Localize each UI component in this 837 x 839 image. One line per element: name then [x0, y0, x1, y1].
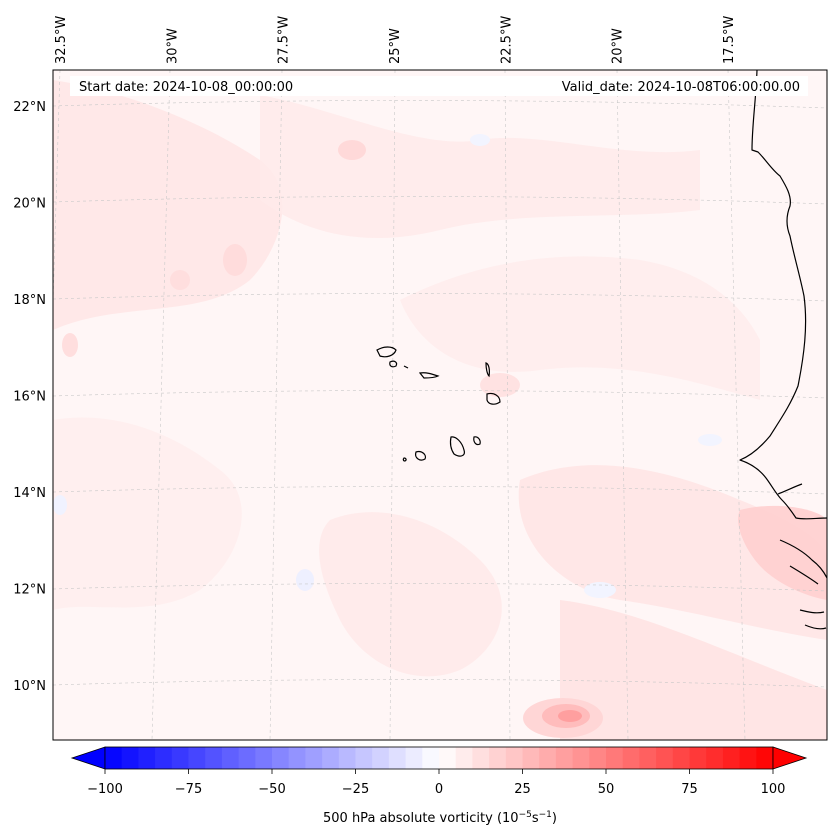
colorbar-step — [288, 747, 306, 769]
header-band — [70, 76, 808, 96]
colorbar-high-extend — [772, 746, 808, 770]
colorbar-step — [589, 747, 607, 769]
colorbar-step — [539, 747, 557, 769]
latitude-label: 14°N — [13, 486, 46, 501]
santo-antao-island — [376, 346, 397, 358]
start-date-label: Start date: 2024-10-08_00:00:00 — [79, 80, 293, 95]
colorbar-step — [522, 747, 540, 769]
colorbar-step — [388, 747, 407, 769]
maio-island — [473, 436, 481, 446]
latitude-label: 18°N — [13, 293, 46, 308]
colorbar-step — [422, 747, 440, 769]
longitude-label: 30°W — [165, 28, 180, 64]
colorbar-tick-label: 75 — [681, 782, 698, 797]
colorbar-tick-label: 100 — [761, 782, 786, 797]
colorbar-step — [455, 747, 473, 769]
latitude-tick-labels: 22°N 20°N 18°N 16°N 14°N 12°N 10°N — [13, 100, 46, 694]
coastlines — [739, 70, 827, 630]
colorbar-tick-label: −25 — [342, 782, 369, 797]
latitude-label: 16°N — [13, 390, 46, 405]
colorbar-step — [338, 747, 357, 769]
colorbar-tick-label: −75 — [175, 782, 202, 797]
boa-vista-island — [486, 392, 501, 405]
sao-vicente-island — [389, 360, 398, 368]
colorbar-step — [238, 747, 256, 769]
map-frame — [52, 69, 828, 741]
colorbar-step — [606, 747, 624, 769]
colorbar-step — [555, 747, 574, 769]
latitude-label: 20°N — [13, 197, 46, 212]
colorbar-step — [138, 747, 156, 769]
colorbar-step — [656, 747, 674, 769]
latitude-label: 22°N — [13, 100, 46, 115]
gambia-river-coast — [777, 483, 803, 495]
santiago-island — [449, 436, 465, 457]
colorbar-step — [322, 747, 340, 769]
longitude-label: 32.5°W — [54, 16, 69, 64]
colorbar-step — [672, 747, 691, 769]
latitude-label: 10°N — [13, 679, 46, 694]
valid-date-label: Valid_date: 2024-10-08T06:00:00.00 — [562, 80, 800, 95]
cape-verde-islands — [376, 346, 501, 462]
colorbar-step — [171, 747, 190, 769]
colorbar-step — [489, 747, 507, 769]
colorbar-tick-label: 50 — [598, 782, 615, 797]
longitude-label: 25°W — [388, 28, 403, 64]
colorbar-step — [355, 747, 373, 769]
guinea-bissau-coast — [779, 539, 827, 579]
map-panel: Start date: 2024-10-08_00:00:00 Valid_da… — [52, 69, 828, 741]
colorbar-tick-label: 25 — [514, 782, 531, 797]
colorbar-axis-label: 500 hPa absolute vorticity (10−5s−1) — [323, 810, 557, 826]
colorbar-step — [405, 747, 423, 769]
colorbar-step — [121, 747, 139, 769]
colorbar-tick-label: −50 — [258, 782, 285, 797]
colorbar: −100 −75 −50 −25 0 25 50 75 100 500 hPa absolute… — [70, 746, 808, 826]
colorbar-step — [155, 747, 173, 769]
santa-luzia-island — [403, 365, 409, 369]
graticule-lines — [53, 70, 827, 740]
colorbar-step — [572, 747, 590, 769]
colorbar-tick-label: 0 — [435, 782, 443, 797]
colorbar-step — [305, 747, 323, 769]
longitude-label: 22.5°W — [499, 16, 514, 64]
colorbar-tick-label: −100 — [87, 782, 123, 797]
longitude-label: 27.5°W — [277, 16, 292, 64]
colorbar-step — [689, 747, 707, 769]
fogo-island — [415, 450, 427, 461]
longitude-tick-labels: 32.5°W 30°W 27.5°W 25°W 22.5°W 20°W 17.5°W — [54, 16, 737, 64]
colorbar-step — [272, 747, 290, 769]
colorbar-step — [255, 747, 273, 769]
latitude-label: 12°N — [13, 583, 46, 598]
longitude-label: 20°W — [611, 28, 626, 64]
colorbar-step — [205, 747, 223, 769]
africa-coastline — [739, 70, 827, 520]
colorbar-step — [105, 747, 123, 769]
colorbar-step — [439, 747, 457, 769]
colorbar-steps — [105, 747, 774, 769]
colorbar-step — [372, 747, 390, 769]
guinea-bissau-islands — [789, 565, 819, 585]
sao-nicolau-island — [418, 372, 440, 379]
colorbar-step — [739, 747, 757, 769]
colorbar-step — [756, 747, 774, 769]
colorbar-step — [639, 747, 657, 769]
colorbar-step — [706, 747, 724, 769]
vorticity-field — [53, 80, 827, 740]
guinea-coast — [799, 609, 827, 630]
sal-island — [485, 362, 490, 378]
longitude-label: 17.5°W — [722, 16, 737, 64]
colorbar-step — [221, 747, 240, 769]
colorbar-step — [472, 747, 490, 769]
colorbar-ticks: −100 −75 −50 −25 0 25 50 75 100 — [87, 769, 785, 797]
colorbar-step — [188, 747, 206, 769]
colorbar-step — [505, 747, 524, 769]
brava-island — [402, 457, 407, 462]
colorbar-step — [722, 747, 741, 769]
colorbar-step — [622, 747, 640, 769]
colorbar-low-extend — [70, 746, 106, 770]
